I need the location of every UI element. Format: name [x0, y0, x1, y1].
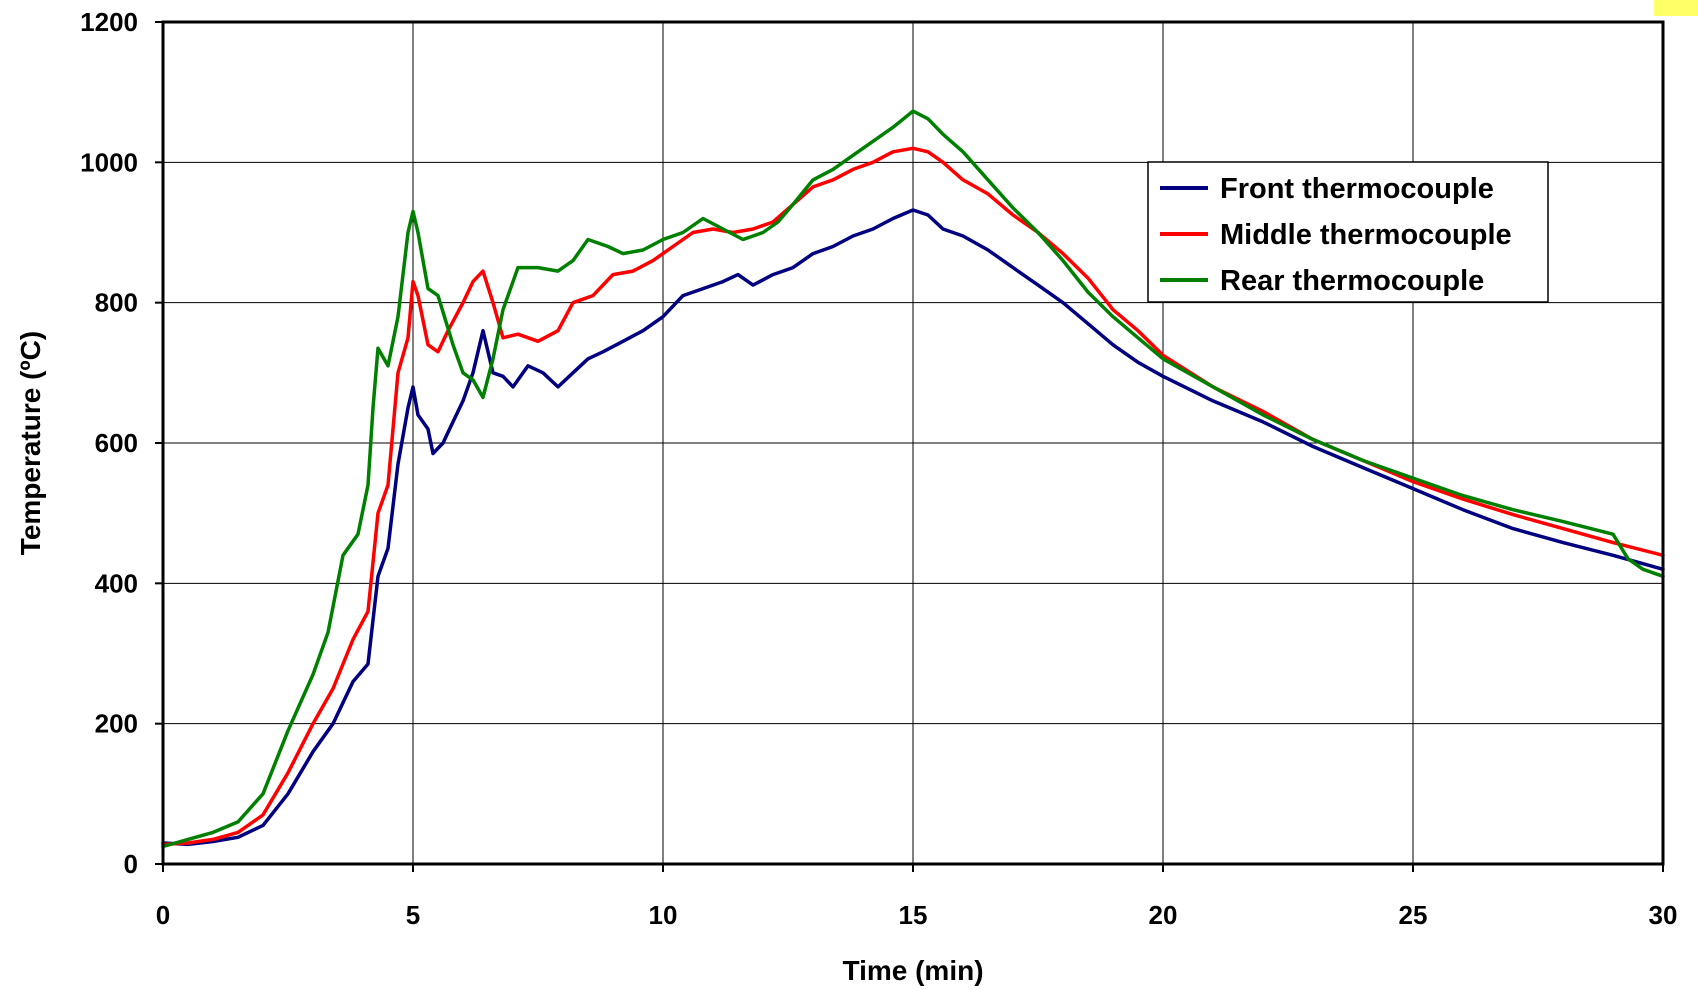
series-layer [161, 109, 1665, 849]
y-tick-label: 1000 [80, 147, 138, 177]
y-tick-label: 600 [95, 428, 138, 458]
series-line-3 [161, 109, 1665, 849]
y-tick-label: 0 [124, 849, 138, 879]
legend-label: Front thermocouple [1220, 173, 1494, 205]
series-line-2 [161, 146, 1665, 847]
y-tick-label: 800 [95, 288, 138, 318]
legend-label: Rear thermocouple [1220, 265, 1484, 297]
corner-yellow-marker [1654, 0, 1698, 16]
series-line-1 [161, 208, 1665, 847]
x-tick-label: 30 [1649, 900, 1678, 930]
y-tick-label: 1200 [80, 7, 138, 37]
x-tick-label: 5 [406, 900, 420, 930]
x-tick-label: 25 [1399, 900, 1428, 930]
x-tick-label: 15 [899, 900, 928, 930]
y-tick-label: 200 [95, 709, 138, 739]
legend-box [1147, 161, 1549, 303]
legend-label: Middle thermocouple [1220, 219, 1512, 251]
x-axis-title: Time (min) [842, 955, 983, 986]
y-axis-title: Temperature (ºC) [15, 331, 46, 555]
x-tick-label: 10 [649, 900, 678, 930]
legend: Front thermocouple Middle thermocouple Rea… [1147, 161, 1549, 303]
y-tick-label: 400 [95, 568, 138, 598]
x-tick-label: 0 [156, 900, 170, 930]
y-axis-ticks: 0 200 400 600 800 1000 1200 [80, 7, 163, 879]
x-axis-ticks: 0 5 10 15 20 25 30 [156, 864, 1678, 930]
x-tick-label: 20 [1149, 900, 1178, 930]
